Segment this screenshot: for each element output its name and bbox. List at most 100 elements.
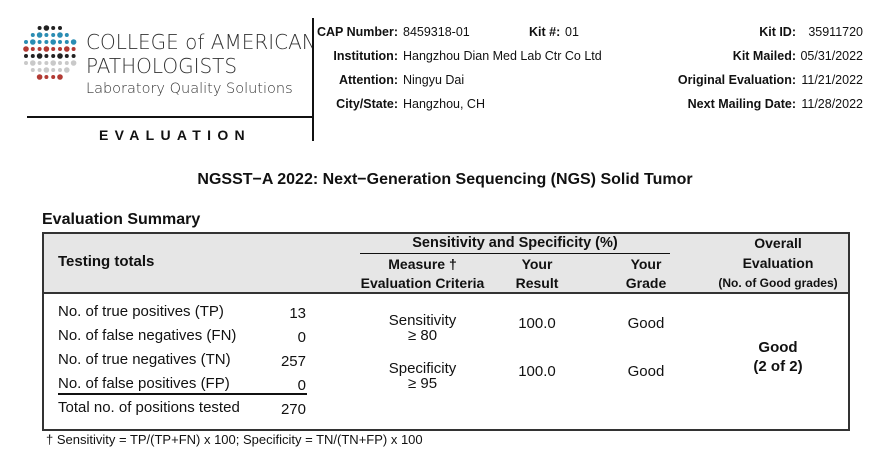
totals-row-label: No. of false negatives (FN) [58,327,237,344]
overall-grade: Good [758,339,798,356]
kit-id-label: Kit ID: [759,25,796,39]
orig-eval-label: Original Evaluation: [677,73,796,87]
city-label: City/State: [336,97,398,111]
next-mail: 11/28/2022 [801,97,863,111]
logo-dot [51,33,56,37]
logo-dot [57,74,63,80]
totals-row-value: 13 [289,305,306,322]
logo-dot [64,61,69,65]
table-header [44,234,848,294]
col-result: Your Result [497,255,577,293]
logo-dot [64,54,69,58]
col-grade-line1: Your [630,256,662,272]
header-divider [27,116,314,118]
logo-dot [70,60,77,66]
logo-dot [24,54,28,58]
measure-name: Sensitivity [388,312,457,329]
kit-mailed-label: Kit Mailed: [732,49,796,63]
institution-label: Institution: [333,49,398,63]
summary-table [42,232,850,431]
logo-dot [24,61,28,65]
logo-dot [36,53,43,59]
grade-sensitivity: Good [627,315,665,332]
logo-dot [23,46,29,52]
logo-dot [44,54,49,58]
logo-dot [57,53,63,59]
totals-sum-line [58,393,307,395]
logo-dot [64,40,69,44]
kit-no-label: Kit #: [529,25,561,39]
col-overall-line1: Overall [754,235,802,251]
logo-dot [64,67,70,73]
col-overall: Overall Evaluation (No. of Good grades) [708,233,848,293]
logo-dot [50,39,56,45]
measure-criteria: ≥ 80 [407,327,438,344]
col-testing-totals: Testing totals [58,253,155,270]
logo-dot [71,47,76,51]
next-mail-label: Next Mailing Date: [687,97,796,111]
logo-dot [51,54,56,58]
logo-dot [44,33,49,37]
cap-number: 8459318-01 [403,25,470,39]
kit-mailed: 05/31/2022 [800,49,863,63]
totals-row-value: 0 [297,329,306,346]
overall-count: (2 of 2) [753,358,803,375]
logo-dot [37,61,42,65]
logo-dot [30,54,35,58]
logo-dot [58,61,62,65]
measure-criteria: ≥ 95 [407,375,438,392]
logo-dot [64,33,69,37]
logo-dot [51,47,56,51]
logo-dot [30,33,35,37]
attention: Ningyu Dai [403,73,465,87]
logo-dot [30,68,35,72]
totals-row-value: 257 [280,353,306,370]
totals-row-label: No. of true negatives (TN) [58,351,231,368]
logo-dot [43,46,50,52]
col-result-line1: Your [521,256,553,272]
result-specificity: 100.0 [518,363,556,380]
logo-dot [51,68,56,72]
cap-number-label: CAP Number: [316,25,398,39]
logo-dot [58,68,62,72]
result-sensitivity: 100.0 [518,315,556,332]
logo-dot [30,60,36,66]
logo-dot [58,26,62,30]
logo-dot [36,32,43,38]
logo-dot [37,47,42,51]
logo-dot [70,39,77,45]
footnote: † Sensitivity = TP/(TP+FN) x 100; Specif… [46,432,423,447]
city: Hangzhou, CH [403,97,485,111]
kit-id: 35911720 [808,25,863,39]
totals-row-label: Total no. of positions tested [58,399,240,416]
grade-specificity: Good [627,363,665,380]
col-grade-line2: Grade [625,275,667,291]
logo-dot [37,40,42,44]
logo-dot [30,39,36,45]
logo-dot [71,54,76,58]
logo-dot [58,47,62,51]
totals-row-label: No. of false positives (FP) [58,375,230,392]
logo-dot [36,74,43,80]
logo-dot [30,47,35,51]
section-label: EVALUATION [99,127,251,143]
col-overall-line3: (No. of Good grades) [718,276,838,290]
logo-dot [37,68,42,72]
logo-dot [44,40,49,44]
measure-sensitivity: Sensitivity ≥ 80 [350,313,495,343]
attention-label: Attention: [338,73,398,87]
logo-dot [51,75,56,79]
totals-row-value: 270 [280,401,306,418]
measure-specificity: Specificity ≥ 95 [350,361,495,391]
header-vertical-divider [312,18,314,141]
group-header-sens-spec: Sensitivity and Specificity (%) [360,235,670,254]
measure-name: Specificity [388,360,457,377]
logo-dot [37,26,42,30]
logo-dot [44,61,49,65]
logo-dot [64,46,70,52]
logo-line3: Laboratory Quality Solutions [86,81,293,97]
cap-logo-icon [23,25,77,80]
col-grade: Your Grade [606,255,686,293]
logo-dot [43,67,50,73]
